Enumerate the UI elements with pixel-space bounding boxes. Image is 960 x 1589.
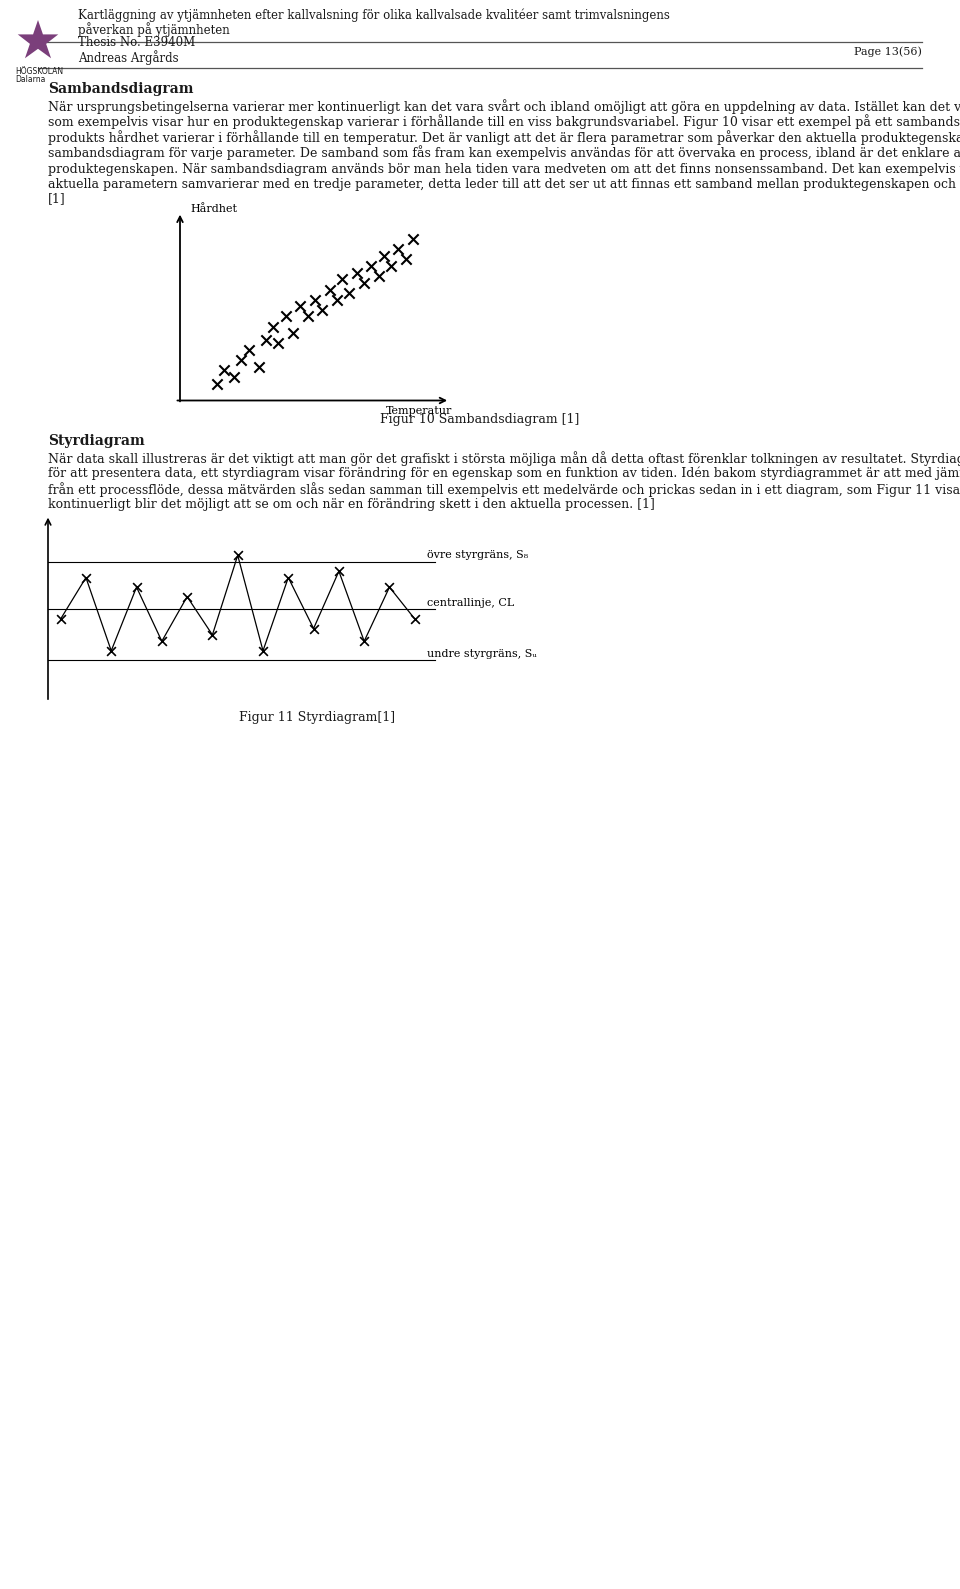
Point	[241, 337, 256, 362]
Text: Temperatur: Temperatur	[386, 407, 453, 416]
Polygon shape	[17, 21, 59, 59]
Point	[376, 243, 392, 269]
Point	[180, 585, 195, 610]
Point	[266, 313, 281, 338]
Text: kontinuerligt blir det möjligt att se om och när en förändring skett i den aktue: kontinuerligt blir det möjligt att se om…	[48, 497, 655, 512]
Point	[104, 639, 119, 664]
Text: HÖGSKOLAN: HÖGSKOLAN	[15, 67, 63, 76]
Text: som exempelvis visar hur en produktegenskap varierar i förhållande till en viss : som exempelvis visar hur en produktegens…	[48, 114, 960, 129]
Point	[382, 575, 397, 601]
Text: aktuella parametern samvarierar med en tredje parameter, detta leder till att de: aktuella parametern samvarierar med en t…	[48, 176, 960, 191]
Point	[255, 639, 271, 664]
Point	[204, 623, 220, 648]
Text: Figur 11 Styrdiagram[1]: Figur 11 Styrdiagram[1]	[239, 710, 395, 723]
Point	[306, 617, 322, 642]
Point	[342, 280, 357, 305]
Text: från ett processflöde, dessa mätvärden slås sedan samman till exempelvis ett med: från ett processflöde, dessa mätvärden s…	[48, 483, 960, 497]
Point	[331, 558, 347, 583]
Point	[217, 358, 232, 383]
Text: När data skall illustreras är det viktigt att man gör det grafiskt i största möj: När data skall illustreras är det viktig…	[48, 451, 960, 467]
Text: Dalarna: Dalarna	[15, 75, 46, 84]
Point	[79, 564, 94, 590]
Point	[405, 226, 420, 251]
Point	[227, 364, 242, 389]
Point	[349, 261, 365, 286]
Point	[300, 303, 315, 329]
Point	[129, 575, 144, 601]
Point	[322, 276, 337, 302]
Point	[364, 253, 379, 278]
Point	[277, 303, 293, 329]
Point	[334, 267, 349, 292]
Text: övre styrgräns, S₈: övre styrgräns, S₈	[427, 550, 529, 559]
Text: När ursprungsbetingelserna varierar mer kontinuerligt kan det vara svårt och ibl: När ursprungsbetingelserna varierar mer …	[48, 99, 960, 114]
Text: centrallinje, CL: centrallinje, CL	[427, 597, 515, 609]
Text: Kartläggning av ytjämnheten efter kallvalsning för olika kallvalsade kvalitéer s: Kartläggning av ytjämnheten efter kallva…	[78, 8, 670, 22]
Point	[398, 246, 414, 272]
Text: Andreas Argårds: Andreas Argårds	[78, 49, 179, 65]
Text: Styrdiagram: Styrdiagram	[48, 434, 145, 448]
Point	[391, 237, 406, 262]
Point	[293, 294, 308, 319]
Point	[315, 297, 330, 323]
Text: Hårdhet: Hårdhet	[191, 203, 238, 213]
Point	[285, 321, 300, 346]
Point	[258, 327, 274, 353]
Point	[209, 370, 225, 396]
Text: Figur 10 Sambandsdiagram [1]: Figur 10 Sambandsdiagram [1]	[380, 413, 580, 426]
Text: undre styrgräns, Sᵤ: undre styrgräns, Sᵤ	[427, 648, 538, 659]
Text: Sambandsdiagram: Sambandsdiagram	[48, 83, 194, 95]
Point	[356, 629, 372, 655]
Point	[356, 270, 372, 296]
Text: påverkan på ytjämnheten: påverkan på ytjämnheten	[78, 22, 229, 37]
Point	[307, 288, 323, 313]
Point	[329, 288, 345, 313]
Text: [1]: [1]	[48, 192, 65, 205]
Text: sambandsdiagram för varje parameter. De samband som fås fram kan exempelvis anvä: sambandsdiagram för varje parameter. De …	[48, 146, 960, 160]
Text: produkts hårdhet varierar i förhållande till en temperatur. Det är vanligt att d: produkts hårdhet varierar i förhållande …	[48, 130, 960, 145]
Point	[280, 564, 296, 590]
Point	[53, 607, 68, 632]
Point	[155, 629, 170, 655]
Point	[383, 253, 398, 278]
Text: produktegenskapen. När sambandsdiagram används bör man hela tiden vara medveten : produktegenskapen. När sambandsdiagram a…	[48, 160, 960, 176]
Point	[251, 354, 266, 380]
Point	[233, 348, 249, 373]
Text: för att presentera data, ett styrdiagram visar förändring för en egenskap som en: för att presentera data, ett styrdiagram…	[48, 467, 960, 480]
Point	[271, 331, 286, 356]
Point	[230, 542, 246, 567]
Text: Page 13(56): Page 13(56)	[854, 46, 922, 57]
Text: Thesis No. E3940M: Thesis No. E3940M	[78, 37, 195, 49]
Point	[372, 264, 387, 289]
Point	[407, 607, 422, 632]
